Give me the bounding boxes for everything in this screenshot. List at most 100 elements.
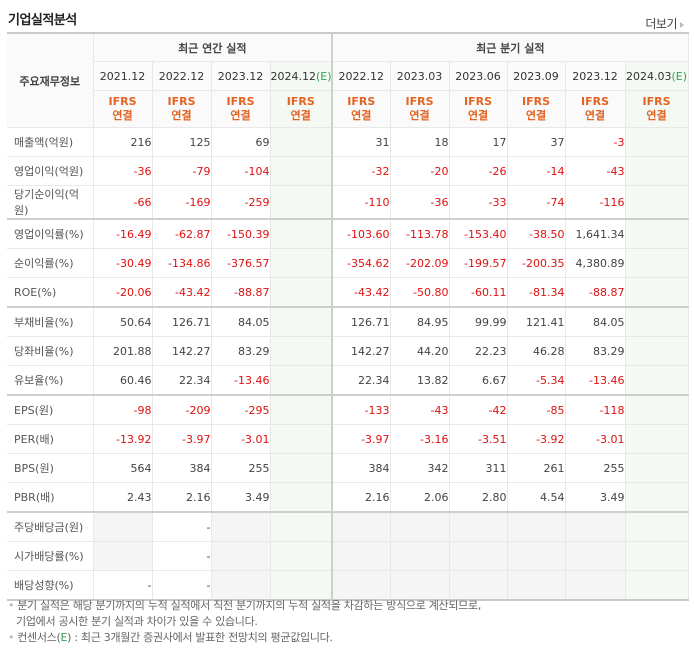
- table-row: BPS(원) 564 384 255 384 342 311 261 255: [7, 453, 689, 483]
- table-cell: [269, 127, 333, 157]
- table-cell: [269, 218, 333, 249]
- table-cell: [448, 570, 508, 601]
- table-cell: 255: [210, 453, 271, 483]
- table-cell: [269, 185, 333, 220]
- table-cell: 311: [448, 453, 508, 483]
- table-cell: [331, 570, 391, 601]
- row-label: 배당성향(%): [7, 570, 94, 601]
- table-cell: -3.97: [151, 424, 212, 454]
- table-cell: [564, 541, 626, 571]
- annual-group-header: 최근 연간 실적: [92, 32, 333, 62]
- table-cell: 201.88: [92, 336, 153, 366]
- more-link[interactable]: 더보기: [645, 15, 684, 32]
- accounting-standard: IFRS 연결: [331, 90, 391, 128]
- table-cell: -118: [564, 394, 626, 425]
- table-cell: [624, 570, 689, 601]
- period-header: 2023.03: [389, 61, 450, 91]
- table-cell: 261: [506, 453, 566, 483]
- table-cell: -43.42: [151, 277, 212, 308]
- table-row: 당기순이익(억원) -66 -169 -259 -110 -36 -33 -74 -116: [7, 185, 689, 220]
- arrow-right-icon: [680, 21, 684, 28]
- table-cell: -3.97: [331, 424, 391, 454]
- period-header: 2023.06: [448, 61, 508, 91]
- table-cell: 22.34: [151, 365, 212, 396]
- table-cell: -32: [331, 156, 391, 186]
- table-cell: [389, 570, 450, 601]
- table-cell: -74: [506, 185, 566, 220]
- table-cell: 126.71: [331, 306, 391, 337]
- table-cell: 1,641.34: [564, 218, 626, 249]
- table-row: 당좌비율(%) 201.88 142.27 83.29 142.27 44.20 22.23…: [7, 336, 689, 366]
- table-cell: 255: [564, 453, 626, 483]
- table-cell: 37: [506, 127, 566, 157]
- table-cell: -376.57: [210, 248, 271, 278]
- row-label: 시가배당률(%): [7, 541, 94, 571]
- row-label: 당좌비율(%): [7, 336, 94, 366]
- row-label: 영업이익률(%): [7, 218, 94, 249]
- table-cell: -153.40: [448, 218, 508, 249]
- table-cell: [506, 541, 566, 571]
- row-label: PER(배): [7, 424, 94, 454]
- table-cell: [624, 394, 689, 425]
- table-cell: -43: [389, 394, 450, 425]
- row-label: 순이익률(%): [7, 248, 94, 278]
- table-cell: 2.43: [92, 482, 153, 513]
- accounting-standard: IFRS 연결: [506, 90, 566, 128]
- table-cell: -42: [448, 394, 508, 425]
- period-header: 2023.12: [210, 61, 271, 91]
- table-cell: 18: [389, 127, 450, 157]
- table-cell: 4,380.89: [564, 248, 626, 278]
- table-cell: [210, 570, 271, 601]
- table-cell: [624, 453, 689, 483]
- more-label: 더보기: [645, 17, 677, 31]
- table-cell: [269, 277, 333, 308]
- table-cell: 4.54: [506, 482, 566, 513]
- table-cell: [389, 511, 450, 542]
- table-cell: [269, 248, 333, 278]
- table-cell: [564, 570, 626, 601]
- table-cell: -20.06: [92, 277, 153, 308]
- row-label: 주당배당금(원): [7, 511, 94, 542]
- table-cell: [624, 248, 689, 278]
- table-cell: [210, 541, 271, 571]
- table-cell: -133: [331, 394, 391, 425]
- table-cell: -43: [564, 156, 626, 186]
- table-cell: -150.39: [210, 218, 271, 249]
- table-row: 영업이익률(%) -16.49 -62.87 -150.39 -103.60 -113.7…: [7, 218, 689, 249]
- row-label: BPS(원): [7, 453, 94, 483]
- table-cell: -3.92: [506, 424, 566, 454]
- table-cell: -13.92: [92, 424, 153, 454]
- table-row: PER(배) -13.92 -3.97 -3.01 -3.97 -3.16 -3.51 -3.…: [7, 424, 689, 454]
- table-cell: -169: [151, 185, 212, 220]
- table-cell: -13.46: [564, 365, 626, 396]
- table-row: 시가배당률(%) -: [7, 541, 689, 571]
- accounting-standard: IFRS 연결: [269, 90, 333, 128]
- table-cell: [624, 424, 689, 454]
- table-cell: [624, 482, 689, 513]
- table-cell: 22.23: [448, 336, 508, 366]
- table-cell: -26: [448, 156, 508, 186]
- table-cell: -38.50: [506, 218, 566, 249]
- financial-summary-table: 주요재무정보 최근 연간 실적 최근 분기 실적 2021.12 2022.12 2…: [7, 32, 689, 601]
- table-row: ROE(%) -20.06 -43.42 -88.87 -43.42 -50.80 -60.…: [7, 277, 689, 308]
- table-row: PBR(배) 2.43 2.16 3.49 2.16 2.06 2.80 4.54 3.49: [7, 482, 689, 513]
- table-cell: -98: [92, 394, 153, 425]
- table-row: 매출액(억원) 216 125 69 31 18 17 37 -3: [7, 127, 689, 157]
- table-cell: [92, 511, 153, 542]
- table-cell: 142.27: [151, 336, 212, 366]
- table-cell: 69: [210, 127, 271, 157]
- table-cell: 2.06: [389, 482, 450, 513]
- table-cell: 46.28: [506, 336, 566, 366]
- table-cell: -88.87: [564, 277, 626, 308]
- table-cell: 384: [151, 453, 212, 483]
- table-cell: [210, 511, 271, 542]
- table-cell: -3.01: [210, 424, 271, 454]
- period-header: 2022.12: [151, 61, 212, 91]
- table-cell: [448, 541, 508, 571]
- table-cell: -: [151, 511, 212, 542]
- table-cell: -20: [389, 156, 450, 186]
- table-cell: [331, 541, 391, 571]
- table-cell: 121.41: [506, 306, 566, 337]
- table-cell: [92, 541, 153, 571]
- period-header: 2023.09: [506, 61, 566, 91]
